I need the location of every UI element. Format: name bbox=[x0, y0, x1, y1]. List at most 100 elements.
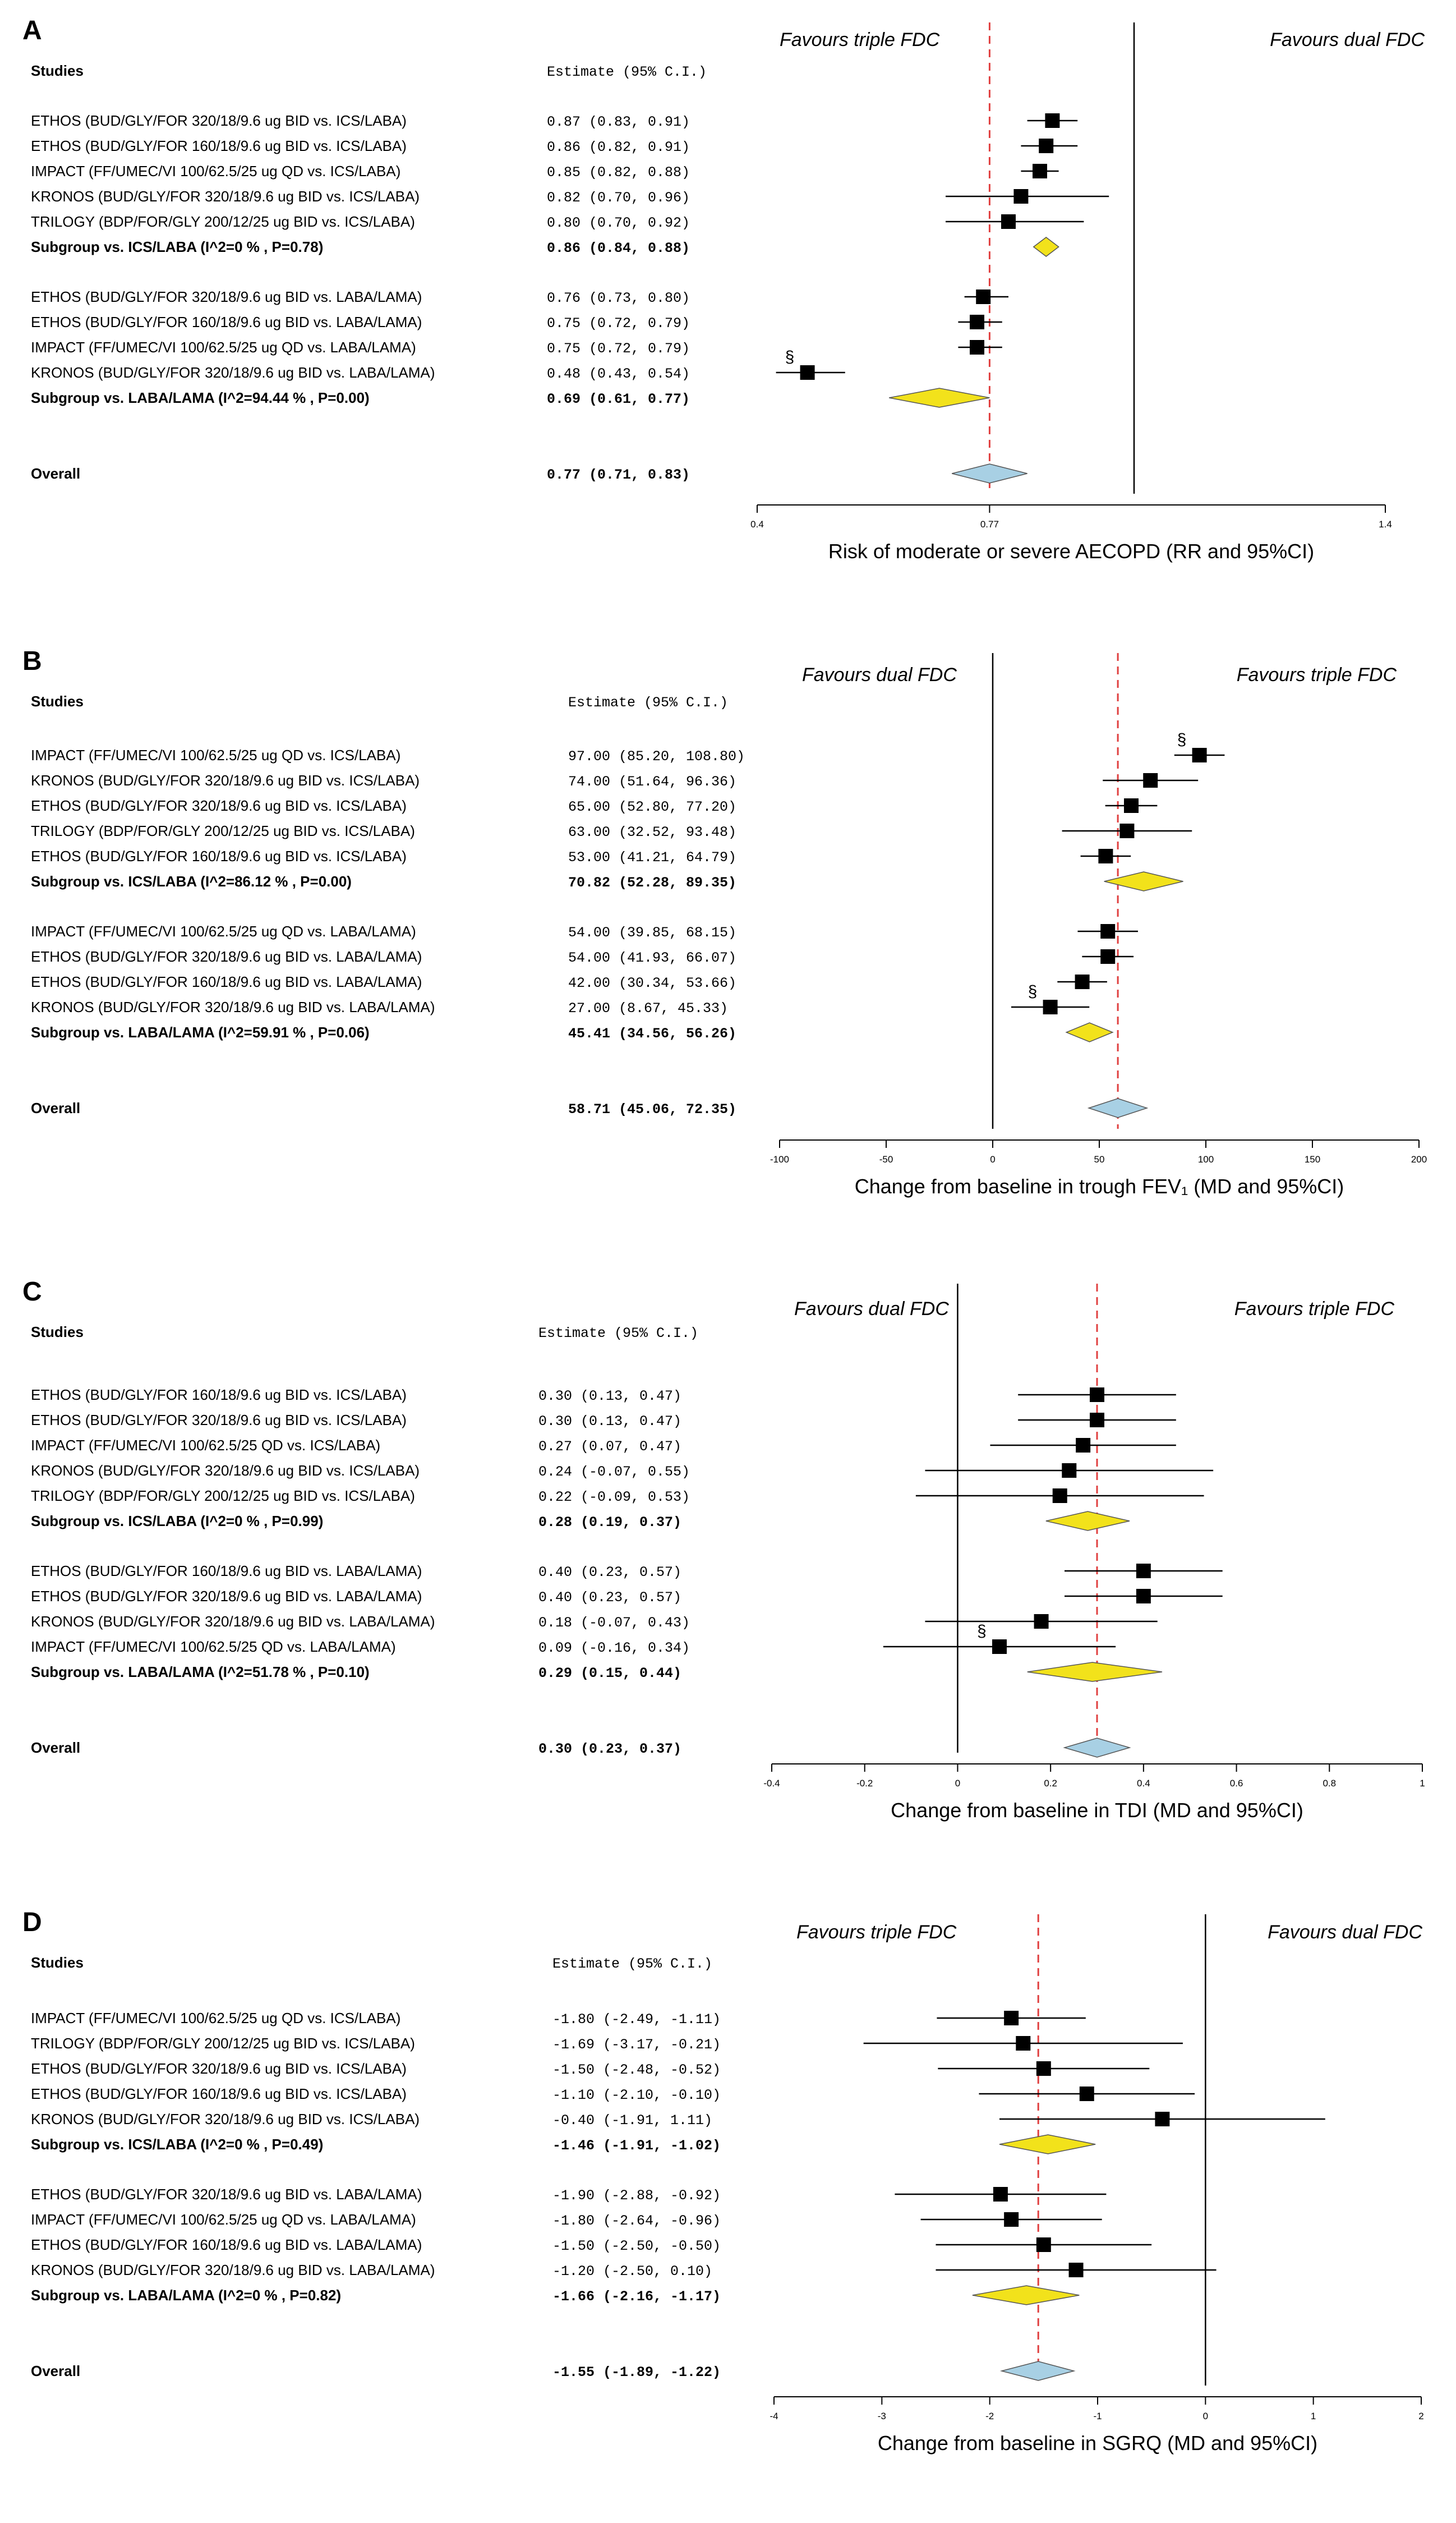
study-estimate: -1.69 (-3.17, -0.21) bbox=[552, 2037, 721, 2053]
study-label: ETHOS (BUD/GLY/FOR 160/18/9.6 ug BID vs.… bbox=[31, 848, 407, 865]
study-point-marker bbox=[1004, 2011, 1019, 2025]
studies-header: Studies bbox=[31, 1323, 84, 1340]
forest-panel-d: D Studies Estimate (95% C.I.) Favours tripl… bbox=[0, 1892, 1456, 2522]
study-estimate: 54.00 (39.85, 68.15) bbox=[568, 925, 736, 941]
subgroup-diamond bbox=[999, 2134, 1096, 2154]
study-estimate: 0.48 (0.43, 0.54) bbox=[547, 366, 690, 382]
panel-label: A bbox=[22, 16, 42, 45]
study-point-marker bbox=[1036, 2061, 1051, 2076]
x-tick-label: 0.77 bbox=[980, 519, 999, 530]
overall-diamond bbox=[1087, 1098, 1149, 1118]
subgroup-estimate: 70.82 (52.28, 89.35) bbox=[568, 875, 736, 891]
overall-estimate: 0.77 (0.71, 0.83) bbox=[547, 467, 690, 483]
panel-label: D bbox=[22, 1908, 42, 1937]
forest-plot-b: B Studies Estimate (95% C.I.) Favours dual … bbox=[22, 646, 1427, 1198]
x-tick-label: -0.4 bbox=[763, 1778, 780, 1789]
favours-right-label: Favours dual FDC bbox=[1270, 29, 1425, 50]
study-estimate: 42.00 (30.34, 53.66) bbox=[568, 975, 736, 991]
x-tick-label: 100 bbox=[1198, 1154, 1214, 1165]
studies-header: Studies bbox=[31, 62, 84, 79]
study-label: KRONOS (BUD/GLY/FOR 320/18/9.6 ug BID vs… bbox=[31, 1462, 420, 1479]
study-estimate: 0.75 (0.72, 0.79) bbox=[547, 341, 690, 357]
overall-diamond bbox=[999, 2361, 1076, 2381]
subgroup-label: Subgroup vs. LABA/LAMA (I^2=0 % , P=0.82… bbox=[31, 2287, 341, 2304]
study-point-marker bbox=[1045, 113, 1060, 128]
study-point-marker bbox=[1136, 1589, 1151, 1603]
study-label: TRILOGY (BDP/FOR/GLY 200/12/25 ug BID vs… bbox=[31, 213, 415, 230]
footnote-marker: § bbox=[1177, 730, 1187, 749]
x-tick-label: -4 bbox=[770, 2411, 778, 2421]
study-label: ETHOS (BUD/GLY/FOR 160/18/9.6 ug BID vs.… bbox=[31, 2085, 407, 2102]
overall-label: Overall bbox=[31, 2363, 80, 2379]
x-tick-label: 50 bbox=[1094, 1154, 1105, 1165]
x-tick-label: 200 bbox=[1411, 1154, 1427, 1165]
subgroup-diamond bbox=[1104, 871, 1183, 891]
study-point-marker bbox=[970, 340, 984, 355]
study-estimate: 0.85 (0.82, 0.88) bbox=[547, 164, 690, 181]
study-estimate: 0.18 (-0.07, 0.43) bbox=[538, 1615, 690, 1631]
study-label: ETHOS (BUD/GLY/FOR 160/18/9.6 ug BID vs.… bbox=[31, 2236, 422, 2253]
subgroup-label: Subgroup vs. LABA/LAMA (I^2=51.78 % , P=… bbox=[31, 1663, 370, 1680]
study-point-marker bbox=[1052, 1488, 1067, 1503]
study-label: KRONOS (BUD/GLY/FOR 320/18/9.6 ug BID vs… bbox=[31, 364, 435, 381]
overall-estimate: 0.30 (0.23, 0.37) bbox=[538, 1741, 681, 1757]
study-estimate: 0.09 (-0.16, 0.34) bbox=[538, 1640, 690, 1656]
forest-plot-a: A Studies Estimate (95% C.I.) Favours tripl… bbox=[22, 16, 1425, 563]
study-estimate: -1.50 (-2.48, -0.52) bbox=[552, 2062, 721, 2078]
x-tick-label: 0.8 bbox=[1323, 1778, 1336, 1789]
study-point-marker bbox=[1033, 164, 1047, 178]
forest-plot-d: D Studies Estimate (95% C.I.) Favours tripl… bbox=[22, 1908, 1424, 2455]
study-label: ETHOS (BUD/GLY/FOR 320/18/9.6 ug BID vs.… bbox=[31, 1588, 422, 1605]
study-estimate: 65.00 (52.80, 77.20) bbox=[568, 799, 736, 815]
studies-header: Studies bbox=[31, 1954, 84, 1971]
study-label: ETHOS (BUD/GLY/FOR 320/18/9.6 ug BID vs.… bbox=[31, 2186, 422, 2203]
study-label: IMPACT (FF/UMEC/VI 100/62.5/25 ug QD vs.… bbox=[31, 339, 416, 356]
forest-plot-c: C Studies Estimate (95% C.I.) Favours dual … bbox=[22, 1277, 1425, 1822]
subgroup-diamond bbox=[972, 2285, 1080, 2305]
study-point-marker bbox=[976, 289, 991, 304]
study-label: KRONOS (BUD/GLY/FOR 320/18/9.6 ug BID vs… bbox=[31, 188, 420, 205]
study-label: ETHOS (BUD/GLY/FOR 320/18/9.6 ug BID vs.… bbox=[31, 2060, 407, 2077]
subgroup-estimate: 0.28 (0.19, 0.37) bbox=[538, 1514, 681, 1531]
subgroup-estimate: 0.86 (0.84, 0.88) bbox=[547, 240, 690, 256]
forest-panel-a: A Studies Estimate (95% C.I.) Favours tripl… bbox=[0, 0, 1456, 631]
favours-right-label: Favours triple FDC bbox=[1237, 664, 1397, 686]
study-label: ETHOS (BUD/GLY/FOR 160/18/9.6 ug BID vs.… bbox=[31, 1386, 407, 1403]
study-estimate: -1.80 (-2.64, -0.96) bbox=[552, 2213, 721, 2229]
study-label: IMPACT (FF/UMEC/VI 100/62.5/25 ug QD vs.… bbox=[31, 923, 416, 940]
study-estimate: 0.40 (0.23, 0.57) bbox=[538, 1589, 681, 1606]
estimate-header: Estimate (95% C.I.) bbox=[538, 1325, 698, 1341]
study-estimate: 0.30 (0.13, 0.47) bbox=[538, 1388, 681, 1404]
study-label: TRILOGY (BDP/FOR/GLY 200/12/25 ug BID vs… bbox=[31, 2035, 415, 2052]
footnote-marker: § bbox=[977, 1622, 987, 1640]
study-label: ETHOS (BUD/GLY/FOR 320/18/9.6 ug BID vs.… bbox=[31, 797, 407, 814]
subgroup-diamond bbox=[1027, 1662, 1163, 1682]
study-estimate: 74.00 (51.64, 96.36) bbox=[568, 774, 736, 790]
favours-right-label: Favours dual FDC bbox=[1268, 1922, 1422, 1943]
study-label: ETHOS (BUD/GLY/FOR 320/18/9.6 ug BID vs.… bbox=[31, 288, 422, 305]
study-estimate: 0.75 (0.72, 0.79) bbox=[547, 315, 690, 332]
forest-panel-c: C Studies Estimate (95% C.I.) Favours dual … bbox=[0, 1261, 1456, 1892]
study-estimate: 97.00 (85.20, 108.80) bbox=[568, 748, 745, 765]
study-point-marker bbox=[1155, 2112, 1170, 2126]
study-point-marker bbox=[1136, 1564, 1151, 1578]
favours-left-label: Favours triple FDC bbox=[796, 1922, 957, 1943]
subgroup-diamond bbox=[1065, 1022, 1114, 1042]
study-estimate: -0.40 (-1.91, 1.11) bbox=[552, 2112, 712, 2129]
subgroup-label: Subgroup vs. ICS/LABA (I^2=86.12 % , P=0… bbox=[31, 873, 352, 890]
study-point-marker bbox=[1039, 139, 1054, 153]
study-label: ETHOS (BUD/GLY/FOR 320/18/9.6 ug BID vs.… bbox=[31, 948, 422, 965]
study-point-marker bbox=[1119, 824, 1135, 838]
study-label: IMPACT (FF/UMEC/VI 100/62.5/25 ug QD vs.… bbox=[31, 2211, 416, 2228]
x-axis-label: Risk of moderate or severe AECOPD (RR an… bbox=[828, 540, 1314, 563]
favours-left-label: Favours triple FDC bbox=[780, 29, 940, 50]
panel-label: B bbox=[22, 646, 42, 676]
subgroup-estimate: 45.41 (34.56, 56.26) bbox=[568, 1026, 736, 1042]
subgroup-label: Subgroup vs. LABA/LAMA (I^2=59.91 % , P=… bbox=[31, 1024, 370, 1041]
study-estimate: 0.82 (0.70, 0.96) bbox=[547, 190, 690, 206]
forest-panel-b: B Studies Estimate (95% C.I.) Favours dual … bbox=[0, 631, 1456, 1261]
subgroup-diamond bbox=[1033, 237, 1059, 257]
study-estimate: -1.20 (-2.50, 0.10) bbox=[552, 2263, 712, 2280]
study-label: TRILOGY (BDP/FOR/GLY 200/12/25 ug BID vs… bbox=[31, 1487, 415, 1504]
subgroup-diamond bbox=[1045, 1511, 1130, 1531]
